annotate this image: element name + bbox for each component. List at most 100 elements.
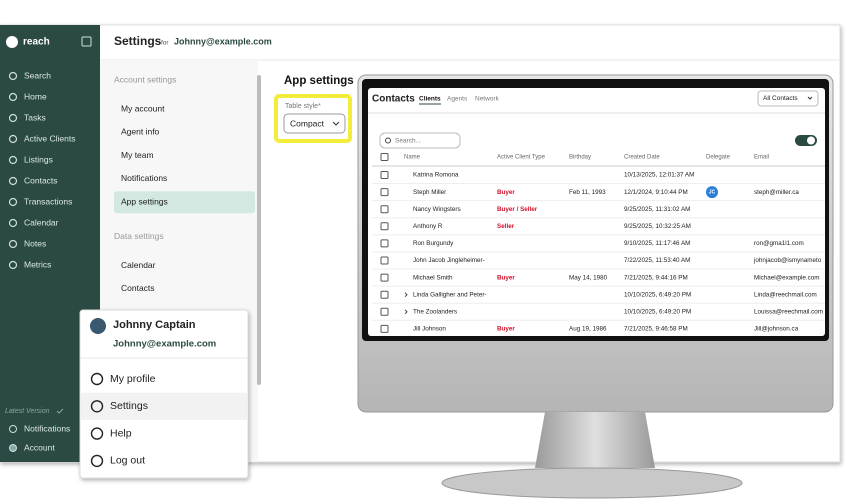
filter-select[interactable] [757,90,819,107]
tab[interactable]: Agents [447,96,468,103]
user-menu-item[interactable]: Settings [110,400,148,412]
select-value: Compact [290,118,325,128]
user-menu-item[interactable]: Log out [110,455,145,467]
nav-icon [8,134,18,144]
cell: ron@gma1l1.com [754,240,804,247]
nav-item[interactable]: Account [24,442,55,452]
menu-item[interactable]: App settings [121,196,168,206]
logo-icon [6,36,18,48]
nav-icon [8,239,18,249]
checkbox[interactable] [380,188,389,197]
expand-chevron[interactable] [404,309,408,315]
cell: Ron Burgundy [413,240,454,247]
nav-item[interactable]: Listings [24,154,53,164]
menu-icon [90,400,104,413]
cell: 9/25/2025, 11:31:02 AM [624,206,690,213]
user-name: Johnny Captain [113,319,196,331]
checkbox[interactable] [380,307,389,316]
tab[interactable]: Clients [419,96,441,103]
menu-item[interactable]: My account [121,103,165,113]
menu-icon [90,454,104,468]
section-title: Data settings [114,231,164,241]
client-type: Buyer [497,189,515,196]
section-heading: App settings [284,75,354,87]
cell: Nancy Wingsters [413,206,461,213]
collapse-icon[interactable] [81,36,92,47]
checkbox[interactable] [380,324,389,333]
menu-item[interactable]: Calendar [121,260,156,270]
search-icon [385,137,391,144]
checkbox[interactable] [380,205,389,214]
checkbox[interactable] [380,153,389,161]
nav-icon [8,176,18,186]
monitor-base [441,467,743,499]
cell: 10/10/2025, 6:49:20 PM [624,291,691,298]
section-title: Account settings [114,74,176,84]
nav-item[interactable]: Notifications [24,423,70,433]
cell: 9/25/2025, 10:32:25 AM [624,223,691,230]
nav-item[interactable]: Transactions [24,196,72,206]
cell: steph@miller.ca [754,189,799,196]
highlight-box [274,94,352,143]
nav-icon [9,425,17,433]
client-type: Buyer [497,274,515,281]
select[interactable] [283,113,346,134]
cell: 9/10/2025, 11:17:46 AM [624,240,690,247]
cell: johnjacob@ismynameto [753,257,822,264]
nav-item[interactable]: Home [24,91,47,101]
cell: Katrina Romona [413,172,459,179]
cell: Aug 19, 1986 [569,326,607,333]
checkbox[interactable] [380,171,389,179]
cell: May 14, 1980 [569,274,608,281]
column-header: Name [404,155,421,161]
checkbox[interactable] [380,273,389,282]
nav-item[interactable]: Contacts [24,175,58,185]
tab[interactable]: Network [475,96,500,103]
chevron [332,121,340,126]
checkbox[interactable] [380,239,389,248]
checkbox[interactable] [380,256,389,265]
cell: 12/1/2024, 9:10:44 PM [624,189,688,196]
cell: 10/13/2025, 12:01:37 AM [624,172,694,179]
search-placeholder: Search... [395,138,421,145]
user-menu-item[interactable]: My profile [110,373,156,385]
column-header: Created Date [624,155,660,161]
menu-item[interactable]: Notifications [121,173,167,183]
field-label: Table style* [285,103,321,110]
nav-item[interactable]: Search [24,70,51,80]
client-type: Buyer [497,326,515,333]
menu-item[interactable]: Contacts [121,283,155,293]
nav-item[interactable]: Tasks [24,112,46,122]
checkbox[interactable] [380,290,389,299]
menu-item[interactable]: My team [121,150,154,160]
nav-icon [8,113,18,123]
expand-chevron[interactable] [404,292,408,298]
cell: Jill Johnson [413,326,446,333]
highlight-bg [81,392,247,420]
chevron [807,96,813,100]
monitor-neck [535,412,655,468]
cell: 7/22/2025, 11:53:40 AM [624,257,690,264]
nav-item[interactable]: Notes [24,238,46,248]
column-header: Email [754,155,769,161]
cell: Jill@johnson.ca [754,326,799,333]
nav-icon [8,71,18,81]
cell: The Zoolanders [413,308,457,315]
screen-content [368,88,825,336]
nav-item[interactable]: Metrics [24,259,51,269]
nav-item[interactable]: Active Clients [24,133,76,143]
filter-value: All Contacts [763,95,798,102]
nav-icon [8,197,18,207]
nav-item[interactable]: Calendar [24,217,59,227]
cell: 7/21/2025, 9:44:16 PM [624,274,688,281]
menu-item[interactable]: Agent info [121,127,160,137]
page-title: Settings [114,34,162,48]
cell: Michael Smith [413,274,453,281]
client-type: Seller [497,223,515,230]
checkbox[interactable] [380,222,389,231]
header-email: Johnny@example.com [174,36,272,46]
search-box[interactable] [379,132,461,149]
user-menu-item[interactable]: Help [110,427,132,439]
